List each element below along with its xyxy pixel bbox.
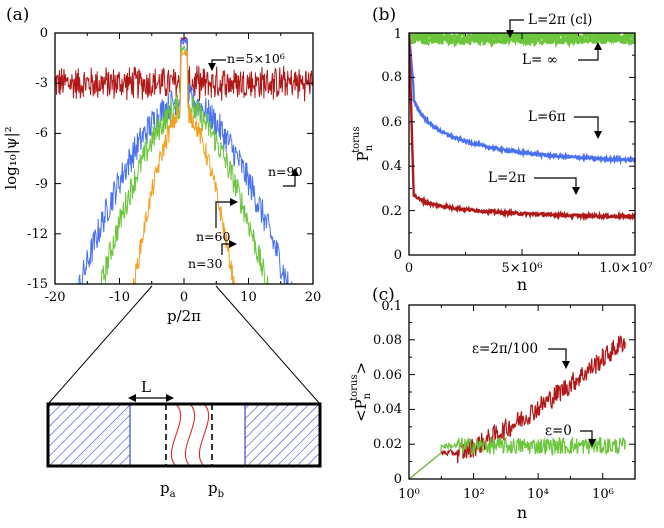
b-ylabel: Pntorus	[351, 127, 375, 162]
hatched-region-right	[245, 404, 320, 466]
c-xtick-label: 10⁶	[592, 487, 614, 502]
a-ytick-label: -9	[35, 177, 48, 192]
svg-text:ε=0: ε=0	[545, 423, 572, 439]
a-ylabel: log₁₀|ψ|²	[2, 126, 20, 189]
c-annotation-eps0: ε=0	[545, 423, 596, 447]
b-xtick-label: 5×10⁶	[502, 261, 543, 276]
a-annotation-n30: n=30	[188, 240, 237, 271]
b-annotation-L6pi: L=6π	[528, 109, 602, 139]
a-xtick-label: -20	[45, 290, 66, 305]
svg-text:n=60: n=60	[196, 229, 230, 244]
b-series-line-2	[409, 33, 635, 166]
a-xtick-label: 20	[305, 290, 322, 305]
panel-b: (b) 0 5×10⁶ 1.0×10⁷ 0 0.2 0.4 0.6 0.8 1 …	[351, 5, 653, 294]
c-ytick-label: 0.02	[373, 437, 402, 452]
b-series-line-3	[409, 33, 635, 222]
b-xlabel: n	[517, 275, 527, 294]
b-ytick-label: 0.2	[381, 204, 402, 219]
a-ytick-label: 0	[40, 26, 48, 41]
c-ytick-label: 0.04	[373, 402, 402, 417]
svg-text:L=6π: L=6π	[528, 109, 566, 125]
svg-text:n=30: n=30	[188, 256, 222, 271]
a-xtick-label: 0	[180, 290, 188, 305]
svg-text:n=90: n=90	[268, 164, 302, 179]
b-ytick-label: 0.4	[381, 159, 402, 174]
b-annotation-L2pi-cl: L=2π (cl)	[506, 12, 592, 38]
panel-c-yticklabels: 0 0.02 0.04 0.06 0.08 0.1	[373, 299, 402, 487]
diagram-frame	[46, 402, 322, 468]
c-xtick-label: 10⁰	[398, 487, 420, 502]
svg-text:L= ∞: L= ∞	[522, 52, 558, 68]
a-series-line-3	[132, 50, 235, 284]
b-ytick-label: 0	[394, 248, 402, 263]
b-annotation-Linf: L= ∞	[522, 42, 602, 68]
panel-c: (c) 10⁰ 10² 10⁴ 10⁶ 0 0.02 0.04 0.06 0.0…	[349, 285, 636, 522]
zoom-line-left	[47, 285, 153, 405]
panel-b-ticks	[408, 32, 636, 256]
c-ytick-label: 0.06	[373, 368, 402, 383]
pb-label: pb	[208, 479, 224, 500]
a-xtick-label: 10	[240, 290, 257, 305]
hatched-region-left	[48, 404, 130, 466]
svg-text:n=5×10⁶: n=5×10⁶	[227, 51, 285, 66]
panel-b-label: (b)	[372, 5, 396, 25]
c-annotation-eps-2pi100: ε=2π/100	[472, 341, 570, 369]
c-xlabel: n	[517, 503, 527, 522]
a-annotation-n5e6: n=5×10⁶	[208, 51, 285, 71]
b-ytick-label: 1	[394, 27, 402, 42]
panel-c-label: (c)	[372, 285, 395, 305]
b-annotation-L2pi: L=2π	[488, 170, 580, 195]
panel-a: (a) -20 -10 0 10 20 0 -3 -6 -9 -12 -15 p…	[2, 5, 321, 325]
c-series-line-1	[409, 435, 626, 479]
svg-text:ε=2π/100: ε=2π/100	[472, 341, 538, 357]
a-annotation-n90: n=90	[268, 164, 302, 187]
c-xtick-label: 10⁴	[527, 487, 549, 502]
c-ytick-label: 0	[394, 472, 402, 487]
zoom-line-right	[215, 285, 321, 405]
panel-a-label: (a)	[6, 5, 29, 25]
panel-b-xticklabels: 0 5×10⁶ 1.0×10⁷	[405, 261, 653, 276]
svg-text:L=2π: L=2π	[488, 170, 526, 186]
a-series-line-1	[76, 36, 293, 284]
c-xtick-label: 10²	[463, 487, 485, 502]
panel-c-series	[409, 335, 626, 479]
a-ytick-label: -12	[27, 227, 48, 242]
panel-b-yticklabels: 0 0.2 0.4 0.6 0.8 1	[381, 27, 402, 263]
a-ytick-label: -15	[27, 277, 48, 292]
a-xtick-label: -10	[109, 290, 130, 305]
svg-text:L=2π (cl): L=2π (cl)	[528, 12, 592, 28]
panel-c-ticks	[408, 304, 636, 480]
c-ytick-label: 0.08	[373, 333, 402, 348]
wavy-trajectories	[170, 403, 210, 467]
b-xtick-label: 1.0×10⁷	[599, 261, 652, 276]
b-xtick-label: 0	[405, 261, 413, 276]
a-ytick-label: -6	[35, 126, 48, 141]
pa-label: pa	[160, 479, 176, 500]
b-ytick-label: 0.6	[381, 115, 402, 130]
a-xlabel: p/2π	[167, 307, 201, 325]
c-ylabel: <Pntorus>	[349, 362, 373, 422]
panel-a-xticklabels: -20 -10 0 10 20	[45, 290, 322, 305]
torus-diagram: L pa pb	[46, 285, 322, 500]
L-arrow	[128, 394, 174, 402]
L-label: L	[141, 378, 151, 396]
c-series-line-0	[409, 335, 626, 479]
a-annotation-n60: n=60	[196, 198, 238, 244]
b-ytick-label: 0.8	[381, 70, 402, 85]
a-series-line-2	[100, 45, 270, 284]
panel-a-ticks	[54, 32, 314, 285]
panel-c-xticklabels: 10⁰ 10² 10⁴ 10⁶	[398, 487, 614, 502]
panel-a-yticklabels: 0 -3 -6 -9 -12 -15	[27, 26, 48, 292]
a-ytick-label: -3	[35, 76, 48, 91]
c-ytick-label: 0.1	[381, 299, 402, 314]
